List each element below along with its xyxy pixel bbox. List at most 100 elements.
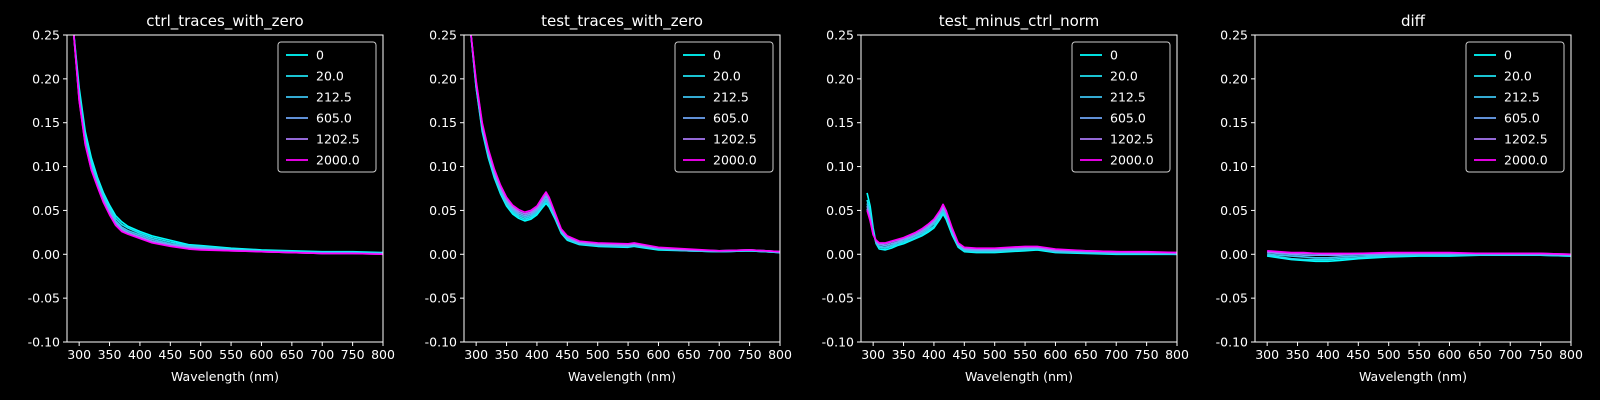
legend: 0 20.0 212.5 605.0 1202.5 2000.0 bbox=[674, 41, 774, 173]
y-tick-label: -0.05 bbox=[28, 291, 60, 306]
y-tick-label: 0.25 bbox=[826, 28, 854, 43]
y-tick-label: 0.20 bbox=[429, 71, 457, 86]
x-tick-label: 750 bbox=[1529, 347, 1553, 362]
legend-entry: 1202.5 bbox=[1110, 132, 1154, 147]
legend: 0 20.0 212.5 605.0 1202.5 2000.0 bbox=[1071, 41, 1171, 173]
x-tick-label: 500 bbox=[983, 347, 1007, 362]
x-tick-label: 650 bbox=[1074, 347, 1098, 362]
legend-entry: 2000.0 bbox=[316, 153, 360, 168]
legend-entry: 605.0 bbox=[1504, 111, 1540, 126]
y-tick-label: 0.25 bbox=[429, 28, 457, 43]
x-tick-label: 750 bbox=[738, 347, 762, 362]
y-tick-label: 0.10 bbox=[826, 159, 854, 174]
y-tick-label: 0.25 bbox=[32, 28, 60, 43]
x-tick-label: 300 bbox=[464, 347, 488, 362]
x-axis-label: Wavelength (nm) bbox=[1359, 369, 1467, 384]
y-tick-label: 0.05 bbox=[32, 203, 60, 218]
x-axis-label: Wavelength (nm) bbox=[568, 369, 676, 384]
x-tick-label: 800 bbox=[1559, 347, 1583, 362]
chart-title: test_minus_ctrl_norm bbox=[939, 12, 1100, 31]
x-tick-label: 800 bbox=[768, 347, 792, 362]
y-tick-label: 0.15 bbox=[1220, 115, 1248, 130]
x-tick-label: 700 bbox=[1104, 347, 1128, 362]
legend-entry: 2000.0 bbox=[1504, 153, 1548, 168]
legend-entry: 20.0 bbox=[1110, 69, 1138, 84]
y-tick-label: 0.00 bbox=[32, 247, 60, 262]
y-tick-label: 0.10 bbox=[32, 159, 60, 174]
x-tick-label: 400 bbox=[922, 347, 946, 362]
x-tick-label: 750 bbox=[1135, 347, 1159, 362]
legend-entry: 1202.5 bbox=[713, 132, 757, 147]
y-tick-label: -0.05 bbox=[822, 291, 854, 306]
x-tick-label: 650 bbox=[1468, 347, 1492, 362]
y-tick-label: -0.05 bbox=[425, 291, 457, 306]
y-tick-label: 0.00 bbox=[429, 247, 457, 262]
x-tick-label: 450 bbox=[555, 347, 579, 362]
series-line-2000.0 bbox=[866, 203, 1177, 254]
legend-entry: 2000.0 bbox=[1110, 153, 1154, 168]
y-tick-label: -0.10 bbox=[822, 335, 854, 350]
chart-title: ctrl_traces_with_zero bbox=[146, 12, 303, 31]
x-tick-label: 400 bbox=[1316, 347, 1340, 362]
legend-entry: 605.0 bbox=[316, 111, 352, 126]
x-tick-label: 500 bbox=[586, 347, 610, 362]
chart-title: diff bbox=[1401, 12, 1426, 30]
y-tick-label: 0.25 bbox=[1220, 28, 1248, 43]
subplot-3: 300 350 400 450 500 550 600 650 700 750 800 -0.10 -0… bbox=[822, 12, 1189, 384]
x-tick-label: 350 bbox=[495, 347, 519, 362]
y-tick-label: 0.20 bbox=[32, 71, 60, 86]
y-tick-label: 0.00 bbox=[1220, 247, 1248, 262]
x-tick-label: 400 bbox=[128, 347, 152, 362]
x-tick-label: 800 bbox=[371, 347, 395, 362]
legend-entry: 605.0 bbox=[713, 111, 749, 126]
legend-entry: 20.0 bbox=[1504, 69, 1532, 84]
x-tick-label: 300 bbox=[861, 347, 885, 362]
y-tick-label: 0.00 bbox=[826, 247, 854, 262]
x-tick-label: 500 bbox=[1377, 347, 1401, 362]
legend-entry: 0 bbox=[316, 48, 324, 63]
x-tick-label: 350 bbox=[1286, 347, 1310, 362]
y-tick-label: 0.15 bbox=[429, 115, 457, 130]
y-tick-label: -0.10 bbox=[28, 335, 60, 350]
x-tick-label: 600 bbox=[250, 347, 274, 362]
legend-entry: 20.0 bbox=[316, 69, 344, 84]
x-tick-label: 350 bbox=[98, 347, 122, 362]
y-tick-label: 0.15 bbox=[32, 115, 60, 130]
axes-frame bbox=[66, 34, 384, 343]
legend-entry: 605.0 bbox=[1110, 111, 1146, 126]
series-group bbox=[72, 35, 383, 256]
series-group bbox=[1267, 249, 1571, 263]
x-tick-label: 550 bbox=[1407, 347, 1431, 362]
subplot-2: 300 350 400 450 500 550 600 650 700 750 800 -0.10 -0… bbox=[425, 12, 792, 384]
y-tick-label: -0.10 bbox=[425, 335, 457, 350]
series-line-605.0 bbox=[866, 205, 1177, 255]
x-tick-label: 650 bbox=[280, 347, 304, 362]
legend-entry: 0 bbox=[1504, 48, 1512, 63]
y-tick-label: 0.20 bbox=[826, 71, 854, 86]
x-tick-label: 600 bbox=[1044, 347, 1068, 362]
legend-entry: 212.5 bbox=[1504, 90, 1540, 105]
y-tick-label: -0.10 bbox=[1216, 335, 1248, 350]
series-line-0 bbox=[866, 192, 1177, 256]
x-tick-label: 700 bbox=[1498, 347, 1522, 362]
x-tick-label: 600 bbox=[647, 347, 671, 362]
x-tick-label: 550 bbox=[616, 347, 640, 362]
x-tick-label: 800 bbox=[1165, 347, 1189, 362]
series-line-2000.0 bbox=[1267, 249, 1571, 256]
legend-entry: 0 bbox=[1110, 48, 1118, 63]
legend-entry: 212.5 bbox=[713, 90, 749, 105]
y-tick-label: 0.15 bbox=[826, 115, 854, 130]
subplot-4: 300 350 400 450 500 550 600 650 700 750 800 -0.10 -0… bbox=[1216, 12, 1583, 384]
y-tick-label: 0.20 bbox=[1220, 71, 1248, 86]
legend: 0 20.0 212.5 605.0 1202.5 2000.0 bbox=[277, 41, 377, 173]
x-tick-label: 450 bbox=[158, 347, 182, 362]
legend-entry: 1202.5 bbox=[1504, 132, 1548, 147]
series-line-20.0 bbox=[1267, 254, 1571, 261]
subplot-1: 300 350 400 450 500 550 600 650 700 750 800 -0.10 -0… bbox=[28, 12, 395, 384]
legend-entry: 2000.0 bbox=[713, 153, 757, 168]
series-line-1202.5 bbox=[866, 205, 1177, 254]
series-line-2000.0 bbox=[470, 35, 780, 253]
series-group bbox=[866, 192, 1177, 256]
legend-entry: 20.0 bbox=[713, 69, 741, 84]
